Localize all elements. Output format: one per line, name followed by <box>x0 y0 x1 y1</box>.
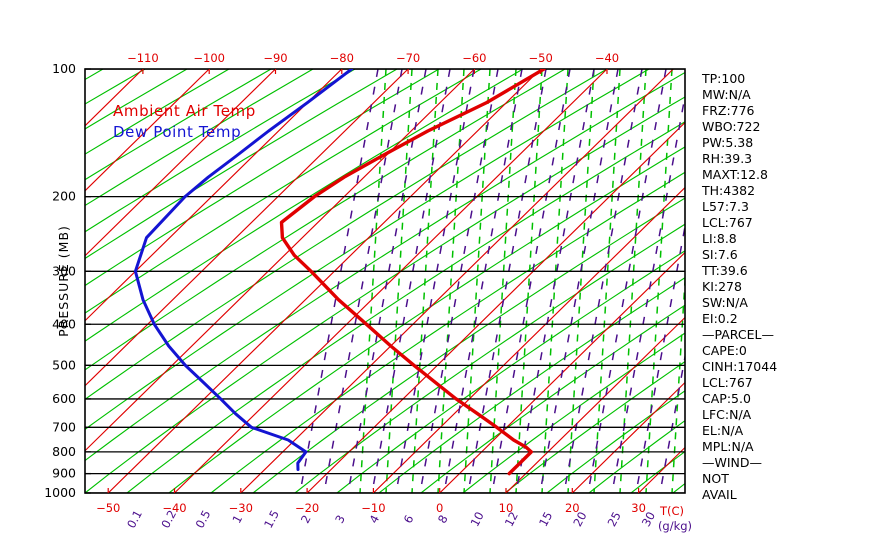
index-el-n-a: EL:N/A <box>702 423 744 438</box>
pressure-tick-500: 500 <box>52 357 76 372</box>
axis-ticks <box>85 68 640 494</box>
index-ki-278: KI:278 <box>702 279 742 294</box>
indices-panel: TP:100MW:N/AFRZ:776WBO:722PW:5.38RH:39.3… <box>701 71 777 502</box>
index-maxt-12-8: MAXT:12.8 <box>702 167 768 182</box>
top-temperature-tick-labels: −110 −100 −90 −80 −70 −60 −50 −40 <box>127 51 619 65</box>
ambient-air-temp-curve <box>279 69 546 476</box>
index-th-4382: TH:4382 <box>701 183 755 198</box>
index-ei-0-2: EI:0.2 <box>702 311 738 326</box>
mixing-ratio-tick-15: 15 <box>536 509 555 528</box>
index-pw-5-38: PW:5.38 <box>702 135 753 150</box>
pressure-tick-200: 200 <box>52 189 76 204</box>
pressure-tick-400: 400 <box>52 316 76 331</box>
top-temp-tick--50: −50 <box>529 51 553 65</box>
bottom-temp-tick-0: 0 <box>436 501 443 515</box>
index-lfc-n-a: LFC:N/A <box>702 407 752 422</box>
bottom-temp-tick--40: −40 <box>162 501 186 515</box>
pressure-tick-600: 600 <box>52 391 76 406</box>
top-temp-tick--40: −40 <box>595 51 619 65</box>
bottom-temperature-tick-labels: −50 −40 −30 −20 −10 0 10 20 30 <box>96 501 646 515</box>
index-avail: AVAIL <box>702 487 737 502</box>
index-sw-n-a: SW:N/A <box>702 295 748 310</box>
index-parcel: —PARCEL— <box>702 327 774 342</box>
mixing-ratio-tick-20: 20 <box>570 509 589 528</box>
pressure-tick-900: 900 <box>52 466 76 481</box>
index-rh-39-3: RH:39.3 <box>702 151 752 166</box>
bottom-temp-tick--20: −20 <box>295 501 319 515</box>
index-lcl-767: LCL:767 <box>702 215 753 230</box>
mixing-ratio-tick-25: 25 <box>605 509 624 528</box>
profile-curves <box>133 69 546 476</box>
bottom-temp-tick-30: 30 <box>631 501 646 515</box>
top-temp-tick--90: −90 <box>263 51 287 65</box>
pressure-tick-1000: 1000 <box>44 485 76 500</box>
x-axis-mixing-unit-label: (g/kg) <box>658 519 692 533</box>
pressure-tick-100: 100 <box>52 61 76 76</box>
dew-point-temp-curve <box>133 69 354 471</box>
index-si-7-6: SI:7.6 <box>702 247 738 262</box>
y-axis-title: PRESSURE (MB) <box>56 225 71 337</box>
pressure-tick-300: 300 <box>52 263 76 278</box>
x-axis-temp-unit-label: T(C) <box>659 504 684 518</box>
index-cap-5-0: CAP:5.0 <box>702 391 751 406</box>
index-frz-776: FRZ:776 <box>702 103 755 118</box>
top-temp-tick--60: −60 <box>462 51 486 65</box>
pressure-tick-700: 700 <box>52 419 76 434</box>
mixing-ratio-tick-10: 10 <box>468 509 487 528</box>
top-temp-tick--110: −110 <box>127 51 159 65</box>
bottom-temp-tick-20: 20 <box>565 501 580 515</box>
dry-adiabats <box>85 69 685 493</box>
index-wind: —WIND— <box>702 455 762 470</box>
index-cinh-17044: CINH:17044 <box>702 359 777 374</box>
index-mpl-n-a: MPL:N/A <box>702 439 754 454</box>
index-li-8-8: LI:8.8 <box>702 231 737 246</box>
top-temp-tick--70: −70 <box>396 51 420 65</box>
index-lcl-767: LCL:767 <box>702 375 753 390</box>
mixing-ratio-tick-12: 12 <box>502 509 521 528</box>
bottom-temp-tick-10: 10 <box>499 501 514 515</box>
legend-dew-point-temp: Dew Point Temp <box>113 123 241 141</box>
pressure-tick-800: 800 <box>52 444 76 459</box>
mixing-ratio-tick-30: 30 <box>639 509 658 528</box>
index-not: NOT <box>702 471 729 486</box>
top-temp-tick--100: −100 <box>193 51 225 65</box>
bottom-temp-tick--10: −10 <box>361 501 385 515</box>
plot-frame <box>84 68 686 494</box>
top-temp-tick--80: −80 <box>330 51 354 65</box>
pressure-tick-labels: 100 200 300 400 500 600 700 800 900 1000 <box>44 61 76 500</box>
index-mw-n-a: MW:N/A <box>702 87 751 102</box>
saturated-adiabats <box>85 69 685 493</box>
bottom-temp-tick--50: −50 <box>96 501 120 515</box>
index-tt-39-6: TT:39.6 <box>701 263 748 278</box>
bottom-temp-tick--30: −30 <box>229 501 253 515</box>
index-cape-0: CAPE:0 <box>702 343 747 358</box>
index-tp-100: TP:100 <box>701 71 745 86</box>
index-wbo-722: WBO:722 <box>702 119 760 134</box>
legend-ambient-air-temp: Ambient Air Temp <box>113 102 256 120</box>
index-l57-7-3: L57:7.3 <box>702 199 749 214</box>
background-lines <box>85 69 685 493</box>
